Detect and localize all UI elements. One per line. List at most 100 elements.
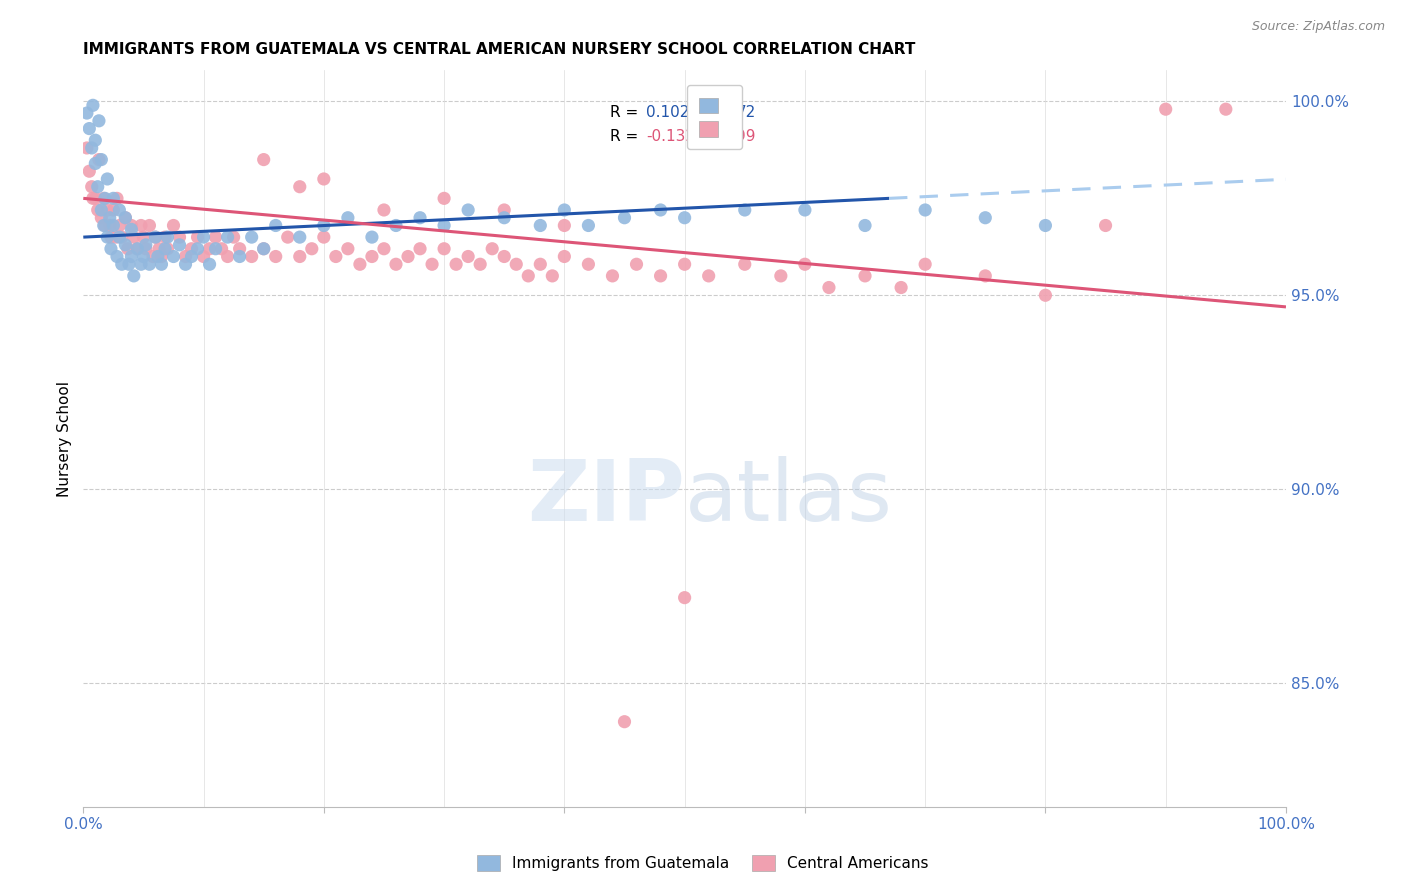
- Point: [84, 191, 107, 205]
- Point: [253, 242, 276, 256]
- Point: [914, 202, 936, 217]
- Point: [673, 257, 696, 271]
- Point: [626, 257, 648, 271]
- Point: [187, 230, 209, 244]
- Point: [204, 242, 226, 256]
- Point: [150, 257, 173, 271]
- Point: [79, 164, 101, 178]
- Point: [111, 257, 134, 271]
- Point: [1035, 288, 1057, 302]
- Point: [138, 257, 160, 271]
- Point: [288, 230, 311, 244]
- Point: [127, 242, 149, 256]
- Point: [76, 106, 98, 120]
- Point: [198, 242, 221, 256]
- Point: [108, 219, 131, 233]
- Point: [517, 268, 540, 283]
- Point: [103, 191, 125, 205]
- Point: [129, 219, 152, 233]
- Point: [193, 250, 215, 264]
- Point: [100, 242, 122, 256]
- Text: 0.102: 0.102: [647, 105, 689, 120]
- Point: [132, 230, 155, 244]
- Point: [650, 202, 672, 217]
- Point: [93, 191, 115, 205]
- Point: [94, 219, 117, 233]
- Point: [336, 242, 359, 256]
- Point: [96, 202, 118, 217]
- Text: ZIP: ZIP: [527, 456, 685, 539]
- Point: [105, 250, 128, 264]
- Point: [87, 113, 110, 128]
- Point: [433, 219, 456, 233]
- Point: [409, 242, 432, 256]
- Point: [890, 280, 912, 294]
- Text: atlas: atlas: [685, 456, 893, 539]
- Point: [1094, 219, 1116, 233]
- Point: [373, 242, 395, 256]
- Point: [87, 202, 110, 217]
- Point: [180, 242, 202, 256]
- Point: [135, 238, 157, 252]
- Point: [93, 219, 115, 233]
- Point: [793, 202, 815, 217]
- Point: [111, 230, 134, 244]
- Legend: , : ,: [688, 86, 742, 150]
- Point: [142, 250, 165, 264]
- Point: [96, 172, 118, 186]
- Point: [187, 242, 209, 256]
- Point: [301, 242, 323, 256]
- Point: [264, 250, 287, 264]
- Point: [325, 250, 347, 264]
- Point: [153, 242, 176, 256]
- Point: [288, 250, 311, 264]
- Point: [613, 211, 636, 225]
- Point: [373, 202, 395, 217]
- Point: [336, 211, 359, 225]
- Point: [457, 202, 479, 217]
- Point: [264, 219, 287, 233]
- Point: [84, 156, 107, 170]
- Point: [529, 219, 551, 233]
- Point: [76, 141, 98, 155]
- Point: [1215, 102, 1237, 116]
- Point: [135, 242, 157, 256]
- Text: R =: R =: [610, 129, 643, 145]
- Point: [914, 257, 936, 271]
- Point: [129, 257, 152, 271]
- Point: [1154, 102, 1177, 116]
- Point: [312, 230, 335, 244]
- Point: [277, 230, 299, 244]
- Point: [145, 230, 167, 244]
- Point: [420, 257, 443, 271]
- Point: [146, 250, 169, 264]
- Point: [673, 211, 696, 225]
- Point: [114, 211, 136, 225]
- Text: IMMIGRANTS FROM GUATEMALA VS CENTRAL AMERICAN NURSERY SCHOOL CORRELATION CHART: IMMIGRANTS FROM GUATEMALA VS CENTRAL AME…: [83, 42, 915, 57]
- Point: [80, 141, 103, 155]
- Point: [734, 257, 756, 271]
- Point: [94, 191, 117, 205]
- Point: [90, 153, 112, 167]
- Point: [96, 230, 118, 244]
- Point: [117, 242, 139, 256]
- Point: [169, 238, 191, 252]
- Text: R =: R =: [610, 105, 643, 120]
- Point: [100, 230, 122, 244]
- Point: [602, 268, 624, 283]
- Point: [853, 219, 876, 233]
- Point: [240, 230, 263, 244]
- Legend: Immigrants from Guatemala, Central Americans: Immigrants from Guatemala, Central Ameri…: [471, 849, 935, 877]
- Point: [361, 230, 384, 244]
- Point: [145, 230, 167, 244]
- Point: [98, 211, 121, 225]
- Point: [974, 211, 997, 225]
- Point: [120, 219, 142, 233]
- Point: [505, 257, 527, 271]
- Point: [769, 268, 792, 283]
- Point: [385, 257, 408, 271]
- Point: [349, 257, 371, 271]
- Text: -0.132: -0.132: [647, 129, 695, 145]
- Point: [87, 179, 110, 194]
- Point: [217, 230, 239, 244]
